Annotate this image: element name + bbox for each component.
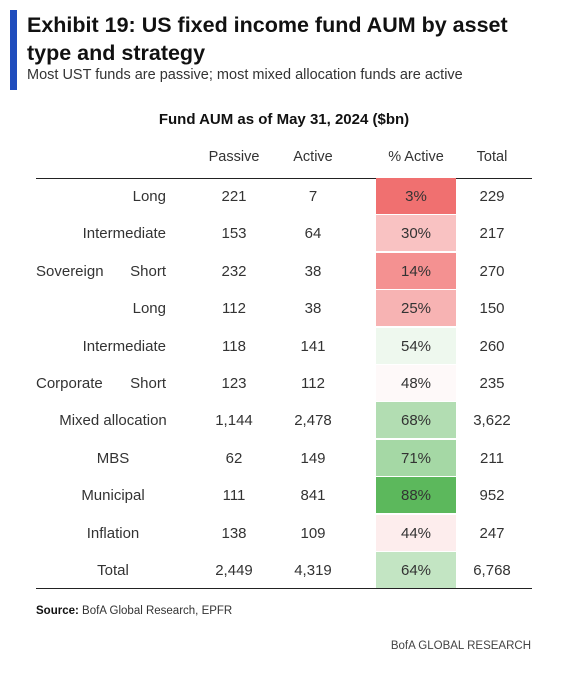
active-value: 109 (300, 524, 326, 542)
pct-active-value: 30% (376, 215, 456, 253)
source-text: BofA Global Research, EPFR (82, 605, 233, 617)
pct-active-value: 25% (376, 290, 456, 328)
row-label: Total (97, 562, 129, 579)
pct-active-value: 14% (376, 252, 456, 290)
passive-value: 221 (221, 188, 247, 205)
total-value: 247 (479, 524, 505, 542)
row-label: MBS (96, 449, 130, 467)
table-row: Total 2,449 4,319 64% 6,768 (0, 552, 568, 589)
active-value: 2,478 (294, 412, 332, 430)
active-value: 4,319 (294, 562, 332, 579)
active-value: 38 (304, 262, 322, 280)
pct-active-value: 71% (376, 439, 456, 477)
active-value: 7 (308, 188, 318, 205)
row-label: Short (130, 375, 166, 392)
table-row: Intermediate 153 64 30% 217 (0, 215, 568, 253)
active-value: 149 (300, 449, 326, 467)
total-value: 3,622 (473, 412, 511, 430)
total-value: 260 (479, 337, 505, 355)
pct-active-value: 54% (376, 327, 456, 365)
row-label: Mixed allocation (59, 412, 167, 430)
table-row: Intermediate 118 141 54% 260 (0, 327, 568, 365)
total-value: 217 (479, 225, 505, 243)
column-header-pct-active: % Active (388, 149, 444, 165)
table-row: Municipal 111 841 88% 952 (0, 477, 568, 515)
passive-value: 112 (222, 300, 246, 318)
passive-value: 232 (221, 262, 247, 280)
source-note: Source: BofA Global Research, EPFR (36, 605, 232, 617)
total-value: 6,768 (473, 562, 511, 579)
exhibit-subtitle: Most UST funds are passive; most mixed a… (27, 67, 463, 83)
total-value: 952 (479, 487, 505, 505)
column-header-active: Active (293, 149, 333, 165)
row-label: Intermediate (82, 225, 166, 243)
row-label: Long (132, 300, 166, 318)
row-group-label: Sovereign (36, 262, 104, 280)
pct-active-value: 48% (376, 365, 456, 402)
total-value: 150 (479, 300, 505, 318)
active-value: 112 (301, 375, 325, 392)
table-title: Fund AUM as of May 31, 2024 ($bn) (158, 111, 410, 128)
pct-active-value: 68% (376, 402, 456, 440)
passive-value: 118 (222, 337, 246, 355)
active-value: 64 (304, 225, 322, 243)
row-label: Inflation (86, 524, 140, 542)
row-label: Municipal (81, 487, 145, 505)
exhibit-title: Exhibit 19: US fixed income fund AUM by … (27, 13, 508, 65)
column-header-passive: Passive (208, 149, 260, 165)
passive-value: 62 (225, 449, 243, 467)
table-row: MBS 62 149 71% 211 (0, 439, 568, 477)
active-value: 141 (300, 337, 326, 355)
passive-value: 153 (221, 225, 247, 243)
table-row: Long 221 7 3% 229 (0, 178, 568, 215)
passive-value: 111 (222, 487, 246, 505)
table-row: Corporate Short 123 112 48% 235 (0, 365, 568, 402)
accent-bar (10, 10, 17, 90)
pct-active-value: 64% (376, 552, 456, 589)
row-group-label: Corporate (36, 375, 103, 392)
column-header-total: Total (476, 149, 508, 165)
total-value: 270 (479, 262, 505, 280)
table-row: Sovereign Short 232 38 14% 270 (0, 252, 568, 290)
active-value: 38 (304, 300, 322, 318)
total-value: 229 (479, 188, 505, 205)
table-row: Long 112 38 25% 150 (0, 290, 568, 328)
table-row: Inflation 138 109 44% 247 (0, 514, 568, 552)
pct-active-value: 3% (376, 178, 456, 215)
header-rule (36, 178, 532, 179)
row-label: Intermediate (82, 337, 166, 355)
pct-active-value: 44% (376, 514, 456, 552)
passive-value: 2,449 (215, 562, 253, 579)
row-label: Long (132, 188, 166, 205)
passive-value: 123 (221, 375, 247, 392)
total-value: 211 (480, 449, 504, 467)
total-value: 235 (479, 375, 505, 392)
passive-value: 1,144 (215, 412, 253, 430)
bottom-rule (36, 588, 532, 589)
pct-active-value: 88% (376, 477, 456, 515)
row-label: Short (130, 262, 166, 280)
table-row: Mixed allocation 1,144 2,478 68% 3,622 (0, 402, 568, 440)
active-value: 841 (300, 487, 326, 505)
passive-value: 138 (221, 524, 247, 542)
footer-brand: BofA GLOBAL RESEARCH (390, 640, 531, 652)
source-label: Source: (36, 605, 79, 617)
